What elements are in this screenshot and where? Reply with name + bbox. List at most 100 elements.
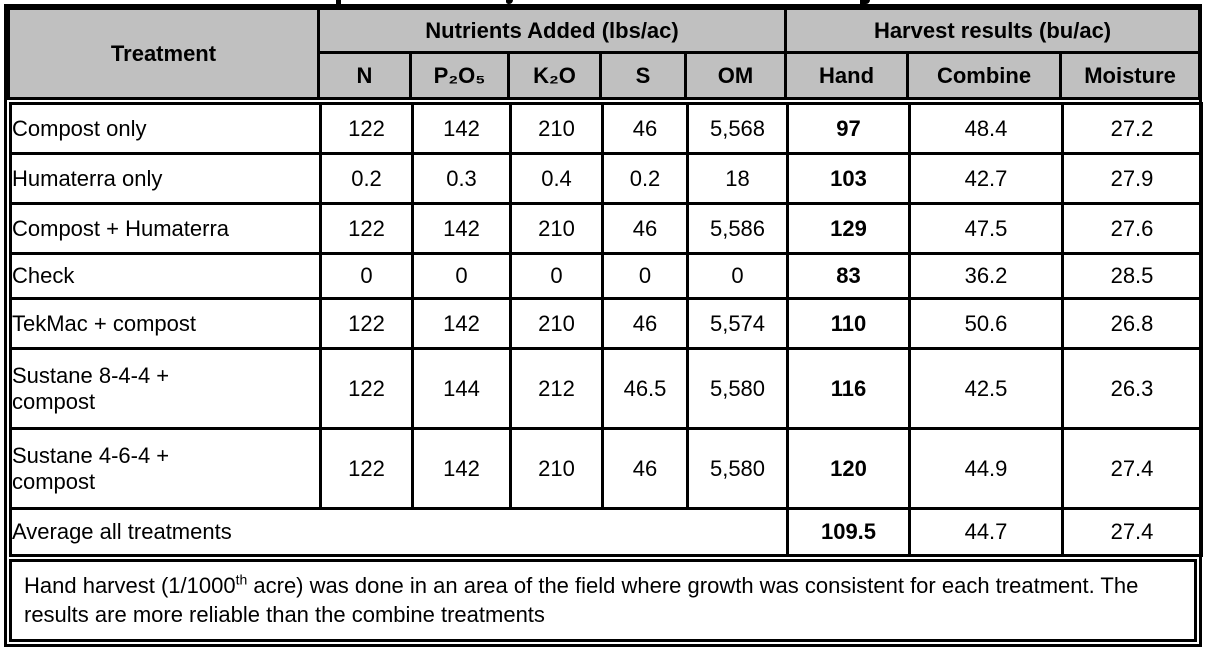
row-humaterra-only: Humaterra only 0.2 0.3 0.4 0.2 18 103 42… — [9, 152, 1203, 205]
treatment-cell: Sustane 4-6-4 + compost — [9, 427, 322, 510]
footnote-text: acre) was done in an area of the field w… — [24, 573, 1139, 628]
moisture-cell: 27.4 — [1061, 427, 1203, 510]
col-header-treatment: Treatment — [7, 7, 320, 100]
cropped-letter-descender — [336, 0, 341, 4]
n-cell: 122 — [319, 102, 414, 155]
hand-cell: 97 — [786, 102, 911, 155]
col-header-n: N — [317, 51, 412, 100]
s-cell: 46 — [601, 202, 689, 255]
moisture-cell: 27.2 — [1061, 102, 1203, 155]
k2o-cell: 0 — [509, 252, 604, 300]
combine-cell: 47.5 — [908, 202, 1064, 255]
n-cell: 122 — [319, 297, 414, 350]
om-cell: 5,580 — [686, 427, 789, 510]
results-table-frame: Treatment Nutrients Added (lbs/ac) Harve… — [4, 4, 1203, 648]
n-cell: 122 — [319, 202, 414, 255]
treatment-cell: Compost + Humaterra — [9, 202, 322, 255]
results-table-body: Compost only 122 142 210 46 5,568 97 48.… — [9, 102, 1203, 557]
col-group-nutrients-added: Nutrients Added (lbs/ac) — [316, 7, 788, 54]
col-header-p2o5: P₂O₅ — [409, 51, 510, 100]
cropped-letter-descender — [506, 0, 513, 4]
col-header-om: OM — [683, 51, 788, 100]
row-sustane-464-compost: Sustane 4-6-4 + compost 122 142 210 46 5,… — [9, 427, 1203, 510]
om-cell: 5,574 — [686, 297, 789, 350]
row-sustane-844-compost: Sustane 8-4-4 + compost 122 144 212 46.5 … — [9, 347, 1203, 430]
om-cell: 5,586 — [686, 202, 789, 255]
k2o-cell: 210 — [509, 297, 604, 350]
s-cell: 46 — [601, 102, 689, 155]
om-cell: 0 — [686, 252, 789, 300]
k2o-cell: 210 — [509, 202, 604, 255]
moisture-cell: 28.5 — [1061, 252, 1203, 300]
p2o5-cell: 144 — [411, 347, 512, 430]
treatment-cell: Sustane 8-4-4 + compost — [9, 347, 322, 430]
combine-cell: 48.4 — [908, 102, 1064, 155]
hand-cell: 110 — [786, 297, 911, 350]
moisture-cell: 27.4 — [1061, 507, 1203, 557]
combine-cell: 42.5 — [908, 347, 1064, 430]
combine-cell: 44.9 — [908, 427, 1064, 510]
col-header-k2o: K₂O — [507, 51, 602, 100]
treatment-cell: TekMac + compost — [9, 297, 322, 350]
om-cell: 18 — [686, 152, 789, 205]
s-cell: 46 — [601, 297, 689, 350]
s-cell: 0.2 — [601, 152, 689, 205]
n-cell: 0.2 — [319, 152, 414, 205]
n-cell: 122 — [319, 427, 414, 510]
footnote-cell: Hand harvest (1/1000th acre) was done in… — [9, 558, 1197, 643]
treatment-line1: Sustane 4-6-4 + — [12, 442, 170, 468]
treatment-cell: Humaterra only — [9, 152, 322, 205]
row-tekmac-compost: TekMac + compost 122 142 210 46 5,574 11… — [9, 297, 1203, 350]
col-header-s: S — [599, 51, 687, 100]
results-table-header: Treatment Nutrients Added (lbs/ac) Harve… — [7, 7, 1202, 100]
hand-cell: 103 — [786, 152, 911, 205]
moisture-cell: 27.9 — [1061, 152, 1203, 205]
p2o5-cell: 0.3 — [411, 152, 512, 205]
k2o-cell: 0.4 — [509, 152, 604, 205]
header-group-row: Treatment Nutrients Added (lbs/ac) Harve… — [7, 7, 1202, 100]
row-compost-humaterra: Compost + Humaterra 122 142 210 46 5,586… — [9, 202, 1203, 255]
k2o-cell: 212 — [509, 347, 604, 430]
footnote-superscript: th — [235, 571, 248, 588]
p2o5-cell: 142 — [411, 297, 512, 350]
treatment-cell: Check — [9, 252, 322, 300]
s-cell: 0 — [601, 252, 689, 300]
average-label-cell: Average all treatments — [9, 507, 789, 557]
col-group-harvest-results: Harvest results (bu/ac) — [784, 7, 1202, 54]
s-cell: 46.5 — [601, 347, 689, 430]
om-cell: 5,568 — [686, 102, 789, 155]
hand-cell: 129 — [786, 202, 911, 255]
row-average: Average all treatments 109.5 44.7 27.4 — [9, 507, 1203, 557]
moisture-cell: 26.8 — [1061, 297, 1203, 350]
col-header-combine: Combine — [906, 51, 1063, 100]
om-cell: 5,580 — [686, 347, 789, 430]
s-cell: 46 — [601, 427, 689, 510]
combine-cell: 50.6 — [908, 297, 1064, 350]
combine-cell: 42.7 — [908, 152, 1064, 205]
footnote-row: Hand harvest (1/1000th acre) was done in… — [9, 558, 1197, 643]
col-header-hand: Hand — [784, 51, 910, 100]
p2o5-cell: 142 — [411, 427, 512, 510]
p2o5-cell: 0 — [411, 252, 512, 300]
p2o5-cell: 142 — [411, 202, 512, 255]
n-cell: 122 — [319, 347, 414, 430]
treatment-line2: compost — [12, 468, 96, 494]
hand-cell: 109.5 — [786, 507, 911, 557]
header-sub-row: N P₂O₅ K₂O S OM Hand Combine Moisture — [9, 51, 1202, 100]
hand-cell: 116 — [786, 347, 911, 430]
col-header-moisture: Moisture — [1059, 51, 1202, 100]
treatment-line1: Sustane 8-4-4 + — [12, 362, 170, 388]
cropped-letter-descender — [860, 0, 870, 4]
row-check: Check 0 0 0 0 0 83 36.2 28.5 — [9, 252, 1203, 300]
moisture-cell: 26.3 — [1061, 347, 1203, 430]
hand-cell: 83 — [786, 252, 911, 300]
p2o5-cell: 142 — [411, 102, 512, 155]
k2o-cell: 210 — [509, 102, 604, 155]
k2o-cell: 210 — [509, 427, 604, 510]
treatment-cell: Compost only — [9, 102, 322, 155]
footnote-text: Hand harvest (1/1000 — [24, 573, 236, 598]
row-compost-only: Compost only 122 142 210 46 5,568 97 48.… — [9, 102, 1203, 155]
treatment-line2: compost — [12, 388, 96, 414]
moisture-cell: 27.6 — [1061, 202, 1203, 255]
